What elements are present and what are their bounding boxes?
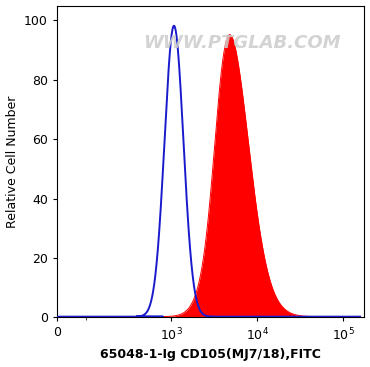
Y-axis label: Relative Cell Number: Relative Cell Number: [6, 95, 18, 228]
X-axis label: 65048-1-Ig CD105(MJ7/18),FITC: 65048-1-Ig CD105(MJ7/18),FITC: [100, 348, 321, 361]
Text: WWW.PTGLAB.COM: WWW.PTGLAB.COM: [143, 34, 340, 52]
